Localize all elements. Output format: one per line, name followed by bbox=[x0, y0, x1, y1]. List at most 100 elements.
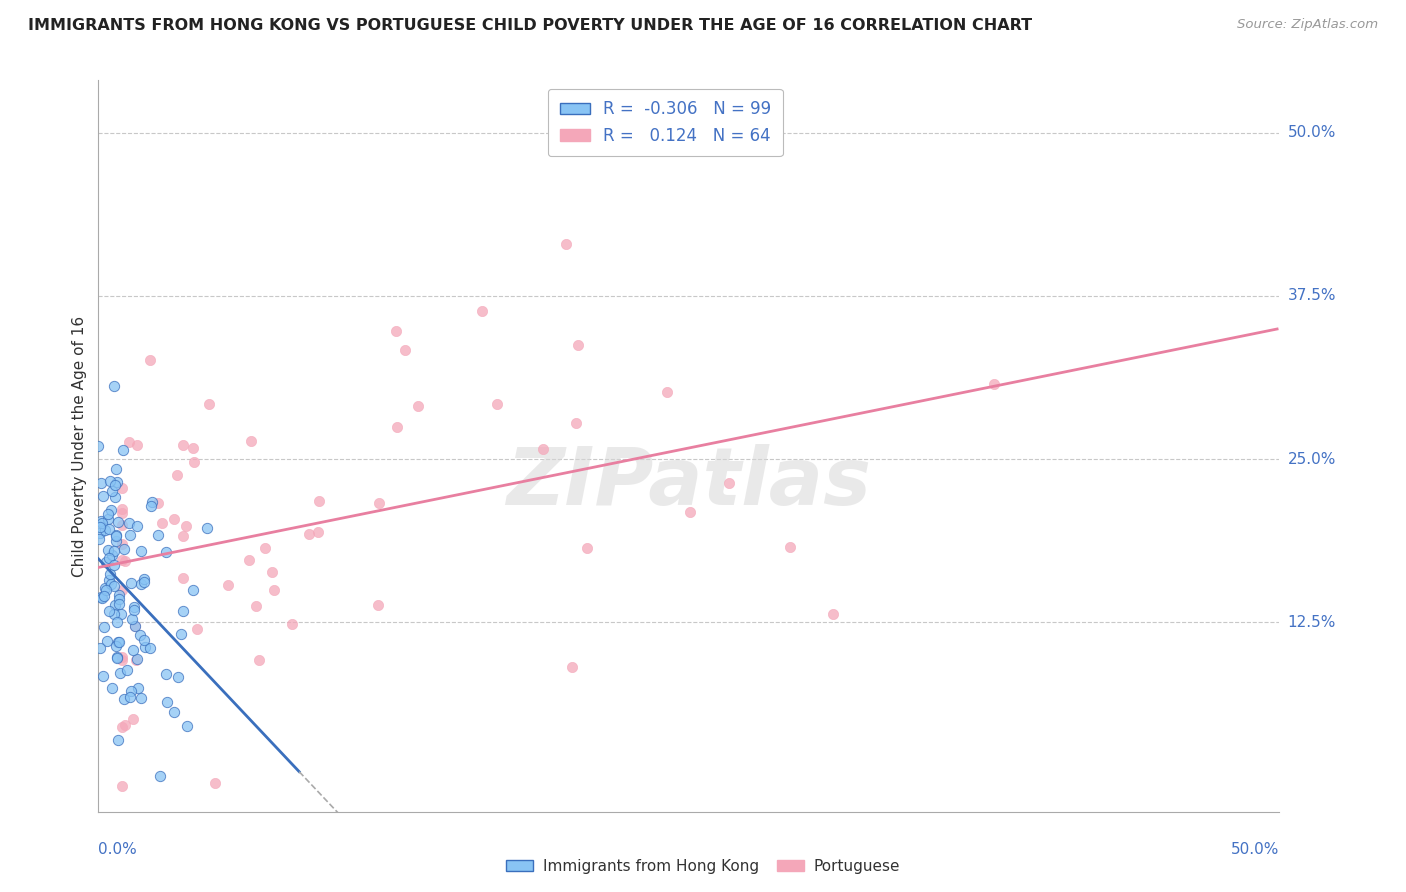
Text: Source: ZipAtlas.com: Source: ZipAtlas.com bbox=[1237, 18, 1378, 31]
Point bbox=[114, 554, 136, 568]
Point bbox=[166, 670, 188, 684]
Text: 50.0%: 50.0% bbox=[1288, 125, 1336, 140]
Point bbox=[105, 650, 128, 665]
Point bbox=[107, 732, 129, 747]
Point bbox=[655, 385, 678, 400]
Point bbox=[281, 617, 304, 632]
Point bbox=[367, 496, 389, 510]
Point bbox=[124, 619, 146, 633]
Point bbox=[139, 640, 162, 655]
Point bbox=[111, 720, 134, 734]
Point bbox=[118, 516, 141, 530]
Point bbox=[717, 475, 740, 490]
Point bbox=[576, 541, 599, 555]
Point bbox=[115, 663, 138, 677]
Point bbox=[134, 640, 156, 654]
Point bbox=[240, 434, 263, 448]
Text: 25.0%: 25.0% bbox=[1288, 451, 1336, 467]
Point bbox=[103, 558, 125, 572]
Point bbox=[89, 533, 111, 547]
Point bbox=[100, 681, 122, 695]
Point bbox=[98, 567, 121, 582]
Point bbox=[307, 525, 329, 540]
Point bbox=[103, 607, 125, 622]
Point bbox=[253, 541, 276, 556]
Point bbox=[103, 579, 125, 593]
Point bbox=[132, 572, 155, 586]
Point bbox=[120, 576, 142, 591]
Point bbox=[108, 592, 131, 607]
Text: ZIPatlas: ZIPatlas bbox=[506, 443, 872, 522]
Point bbox=[111, 502, 134, 516]
Point bbox=[176, 719, 198, 733]
Point bbox=[779, 541, 801, 555]
Point bbox=[105, 650, 128, 665]
Point bbox=[531, 442, 554, 457]
Point bbox=[149, 769, 172, 783]
Point bbox=[97, 522, 120, 536]
Text: 50.0%: 50.0% bbox=[1232, 842, 1279, 857]
Point bbox=[97, 603, 120, 617]
Point bbox=[103, 379, 125, 393]
Point bbox=[103, 544, 125, 558]
Point bbox=[111, 442, 134, 457]
Point bbox=[94, 583, 117, 598]
Point bbox=[120, 690, 142, 704]
Point bbox=[565, 416, 588, 430]
Text: 37.5%: 37.5% bbox=[1288, 288, 1336, 303]
Point bbox=[163, 512, 186, 526]
Point bbox=[111, 779, 134, 793]
Point bbox=[148, 496, 170, 510]
Point bbox=[406, 399, 429, 413]
Point bbox=[125, 438, 148, 452]
Point bbox=[166, 467, 188, 482]
Point bbox=[385, 420, 408, 434]
Point bbox=[122, 603, 145, 617]
Point bbox=[104, 639, 127, 653]
Point bbox=[217, 577, 239, 591]
Point bbox=[155, 667, 177, 681]
Point bbox=[100, 503, 122, 517]
Point bbox=[554, 236, 576, 251]
Point bbox=[91, 516, 114, 530]
Point bbox=[89, 520, 111, 534]
Point bbox=[111, 582, 134, 597]
Point bbox=[124, 600, 146, 615]
Legend: R =  -0.306   N = 99, R =   0.124   N = 64: R = -0.306 N = 99, R = 0.124 N = 64 bbox=[548, 88, 783, 156]
Point bbox=[121, 612, 143, 626]
Point bbox=[308, 493, 330, 508]
Point bbox=[125, 653, 148, 667]
Point bbox=[122, 643, 145, 657]
Point bbox=[172, 604, 194, 618]
Point bbox=[260, 566, 283, 580]
Point bbox=[567, 337, 589, 351]
Point bbox=[204, 775, 226, 789]
Point bbox=[139, 353, 162, 368]
Point bbox=[561, 660, 583, 674]
Point bbox=[172, 571, 194, 585]
Point bbox=[108, 597, 131, 611]
Point bbox=[104, 478, 127, 492]
Point bbox=[97, 551, 120, 566]
Point bbox=[105, 475, 128, 489]
Point bbox=[105, 615, 128, 629]
Point bbox=[139, 499, 162, 513]
Point bbox=[186, 622, 208, 636]
Point bbox=[125, 519, 148, 533]
Point bbox=[111, 653, 134, 667]
Point bbox=[247, 653, 270, 667]
Point bbox=[100, 548, 122, 562]
Point bbox=[111, 553, 134, 567]
Point bbox=[367, 598, 389, 612]
Point bbox=[195, 521, 218, 535]
Point bbox=[821, 607, 844, 621]
Point bbox=[108, 588, 131, 602]
Point bbox=[183, 455, 205, 469]
Point bbox=[163, 705, 186, 719]
Point bbox=[105, 527, 128, 541]
Point bbox=[124, 619, 146, 633]
Point bbox=[105, 534, 128, 549]
Point bbox=[111, 481, 134, 495]
Point bbox=[97, 507, 120, 521]
Point bbox=[174, 519, 197, 533]
